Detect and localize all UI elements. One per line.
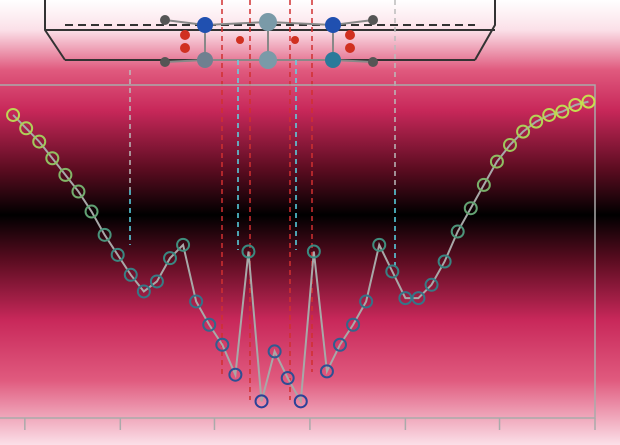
data-point bbox=[58, 167, 73, 182]
data-point bbox=[306, 244, 321, 259]
data-point bbox=[372, 237, 387, 252]
data-point bbox=[489, 154, 504, 169]
data-point bbox=[568, 97, 583, 112]
data-point bbox=[202, 317, 217, 332]
data-point bbox=[228, 367, 243, 382]
data-point bbox=[424, 277, 439, 292]
data-point bbox=[293, 394, 308, 409]
data-point bbox=[32, 134, 47, 149]
data-point bbox=[215, 337, 230, 352]
data-point bbox=[241, 244, 256, 259]
data-point bbox=[411, 291, 426, 306]
data-point bbox=[176, 237, 191, 252]
data-point bbox=[71, 184, 86, 199]
data-point bbox=[463, 201, 478, 216]
data-point bbox=[19, 121, 34, 136]
data-point bbox=[385, 264, 400, 279]
data-point bbox=[6, 107, 21, 122]
molecule bbox=[44, 0, 496, 69]
data-point bbox=[97, 227, 112, 242]
data-point bbox=[346, 317, 361, 332]
data-point bbox=[267, 344, 282, 359]
data-point bbox=[516, 124, 531, 139]
data-point bbox=[123, 267, 138, 282]
data-point bbox=[333, 337, 347, 352]
data-point bbox=[476, 177, 491, 192]
data-point bbox=[84, 204, 99, 219]
data-point bbox=[319, 364, 334, 379]
data-point bbox=[437, 254, 452, 269]
data-point bbox=[45, 151, 60, 166]
data-point bbox=[149, 274, 164, 289]
data-point bbox=[542, 107, 557, 122]
data-point bbox=[110, 247, 125, 262]
data-point bbox=[254, 394, 269, 409]
data-point bbox=[163, 251, 177, 266]
plot-frame bbox=[0, 84, 596, 419]
data-point bbox=[503, 137, 517, 152]
data-point bbox=[189, 294, 204, 309]
guide-lines bbox=[129, 0, 396, 400]
data-point bbox=[398, 291, 413, 306]
data-point bbox=[280, 371, 295, 386]
data-point bbox=[529, 114, 544, 129]
series-line bbox=[12, 100, 589, 405]
data-point bbox=[555, 104, 570, 119]
data-point bbox=[359, 294, 374, 309]
data-point bbox=[581, 94, 596, 109]
data-point bbox=[450, 224, 465, 239]
data-point bbox=[136, 284, 151, 299]
